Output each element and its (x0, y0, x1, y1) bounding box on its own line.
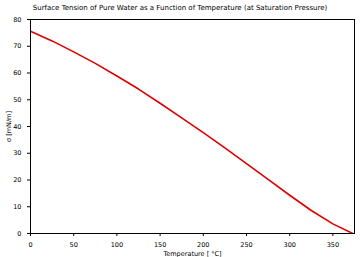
svg-text:50: 50 (70, 241, 78, 249)
svg-text:70: 70 (13, 42, 21, 50)
svg-text:50: 50 (13, 96, 21, 104)
svg-text:150: 150 (154, 241, 166, 249)
svg-text:60: 60 (13, 69, 21, 77)
svg-text:0: 0 (17, 230, 21, 238)
svg-text:300: 300 (283, 241, 295, 249)
svg-text:100: 100 (111, 241, 123, 249)
svg-text:350: 350 (327, 241, 339, 249)
html-text:Surface Tension of Pure Water: Surface Tension of Pure Water as a Funct… (32, 4, 328, 12)
svg-text:200: 200 (197, 241, 209, 249)
svg-text:40: 40 (13, 123, 21, 131)
svg-text:250: 250 (240, 241, 252, 249)
svg-text:0: 0 (28, 241, 32, 249)
svg-text:80: 80 (13, 16, 21, 24)
svg-text:20: 20 (13, 176, 21, 184)
svg-text:Temperature [ °C]: Temperature [ °C] (162, 250, 221, 257)
svg-text:30: 30 (13, 149, 21, 157)
svg-text:σ [mN/m]: σ [mN/m] (5, 111, 13, 142)
svg-text:10: 10 (13, 203, 21, 211)
